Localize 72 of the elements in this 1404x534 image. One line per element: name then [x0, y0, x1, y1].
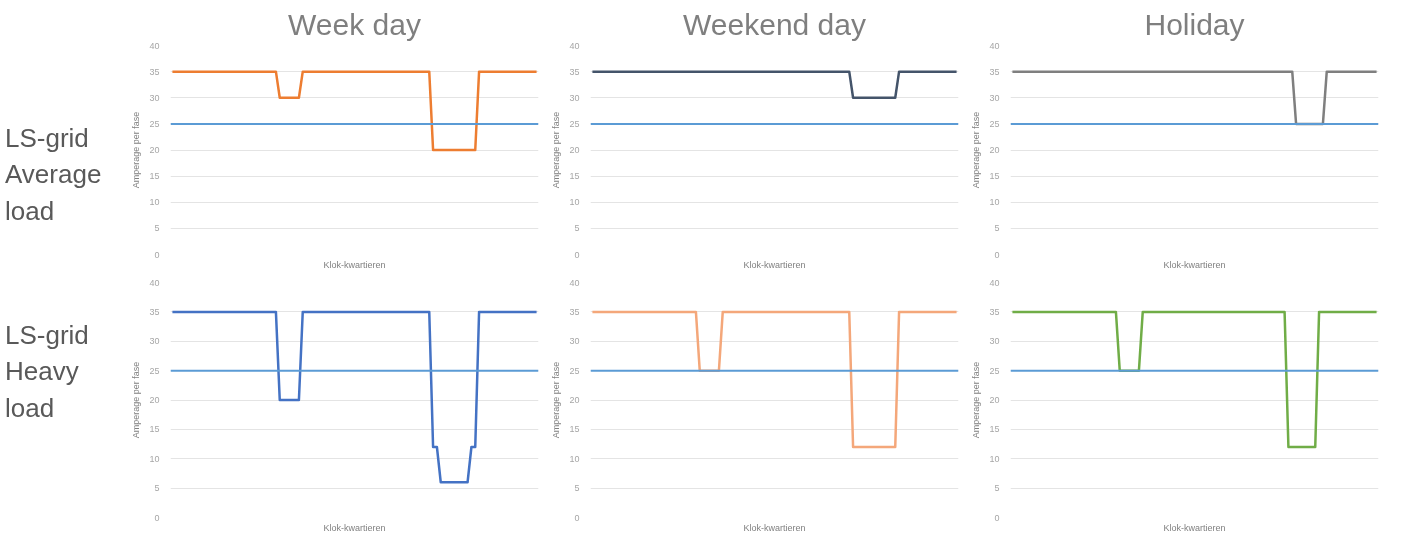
chart-title: Holiday — [1144, 7, 1245, 41]
y-tick-label: 30 — [149, 336, 160, 347]
y-tick-label: 5 — [154, 483, 160, 494]
y-axis-title: Amperage per fase — [551, 361, 562, 439]
y-tick-label: 15 — [149, 424, 160, 435]
y-tick-label: 5 — [574, 223, 580, 234]
y-tick-label: 10 — [989, 197, 1000, 208]
y-tick-label: 20 — [989, 395, 1000, 405]
y-tick-label: 30 — [989, 92, 1000, 103]
x-axis-title: Klok-kwartieren — [1163, 259, 1226, 270]
y-tick-label: 20 — [149, 395, 160, 405]
y-tick-label: 20 — [569, 395, 580, 405]
y-tick-label: 0 — [994, 512, 1000, 523]
y-tick-label: 0 — [574, 249, 580, 260]
y-tick-label: 40 — [989, 40, 1000, 51]
y-axis-title: Amperage per fase — [551, 111, 562, 189]
y-tick-label: 15 — [989, 424, 1000, 435]
y-tick-label: 5 — [994, 223, 1000, 234]
y-tick-label: 25 — [989, 118, 1000, 129]
x-axis-title: Klok-kwartieren — [323, 259, 386, 270]
y-tick-label: 10 — [989, 453, 1000, 464]
x-axis-title: Klok-kwartieren — [743, 522, 806, 533]
y-tick-label: 5 — [154, 223, 160, 234]
y-tick-label: 35 — [149, 306, 160, 317]
chart-title: Weekend day — [683, 7, 866, 41]
y-tick-label: 35 — [989, 66, 1000, 77]
y-tick-label: 40 — [569, 40, 580, 51]
y-tick-label: 0 — [154, 249, 160, 260]
y-tick-label: 15 — [569, 171, 580, 182]
y-tick-label: 0 — [574, 512, 580, 523]
y-tick-label: 20 — [149, 145, 160, 155]
y-tick-label: 40 — [989, 277, 1000, 288]
y-tick-label: 5 — [574, 483, 580, 494]
y-tick-label: 0 — [994, 249, 1000, 260]
x-axis-title: Klok-kwartieren — [1163, 522, 1226, 533]
y-tick-label: 30 — [989, 336, 1000, 347]
y-tick-label: 20 — [569, 145, 580, 155]
y-tick-label: 35 — [569, 66, 580, 77]
y-tick-label: 0 — [154, 512, 160, 523]
y-tick-label: 10 — [149, 197, 160, 208]
y-tick-label: 15 — [989, 171, 1000, 182]
y-tick-label: 10 — [149, 453, 160, 464]
y-axis-title: Amperage per fase — [131, 361, 142, 439]
x-axis-title: Klok-kwartieren — [743, 259, 806, 270]
text: LS-grid Heavy load — [5, 319, 90, 425]
y-tick-label: 10 — [569, 453, 580, 464]
y-axis-title: Amperage per fase — [971, 361, 982, 439]
y-tick-label: 40 — [149, 277, 160, 288]
y-tick-label: 25 — [569, 118, 580, 129]
y-axis-title: Amperage per fase — [131, 111, 142, 189]
y-tick-label: 15 — [569, 424, 580, 435]
y-tick-label: 30 — [149, 92, 160, 103]
x-axis-title: Klok-kwartieren — [323, 522, 386, 533]
y-tick-label: 10 — [569, 197, 580, 208]
y-axis-title: Amperage per fase — [971, 111, 982, 189]
chart-title: Week day — [288, 7, 421, 41]
y-tick-label: 15 — [149, 171, 160, 182]
y-tick-label: 5 — [994, 483, 1000, 494]
y-tick-label: 30 — [569, 92, 580, 103]
y-tick-label: 35 — [569, 306, 580, 317]
y-tick-label: 35 — [149, 66, 160, 77]
text: LS-grid Average load — [5, 122, 103, 228]
line-series — [171, 310, 538, 484]
y-tick-label: 20 — [989, 145, 1000, 155]
y-tick-label: 30 — [569, 336, 580, 347]
y-tick-label: 25 — [149, 118, 160, 129]
y-tick-label: 25 — [989, 365, 1000, 376]
y-tick-label: 25 — [149, 365, 160, 376]
y-tick-label: 35 — [989, 306, 1000, 317]
y-tick-label: 40 — [149, 40, 160, 51]
y-tick-label: 40 — [569, 277, 580, 288]
y-tick-label: 25 — [569, 365, 580, 376]
